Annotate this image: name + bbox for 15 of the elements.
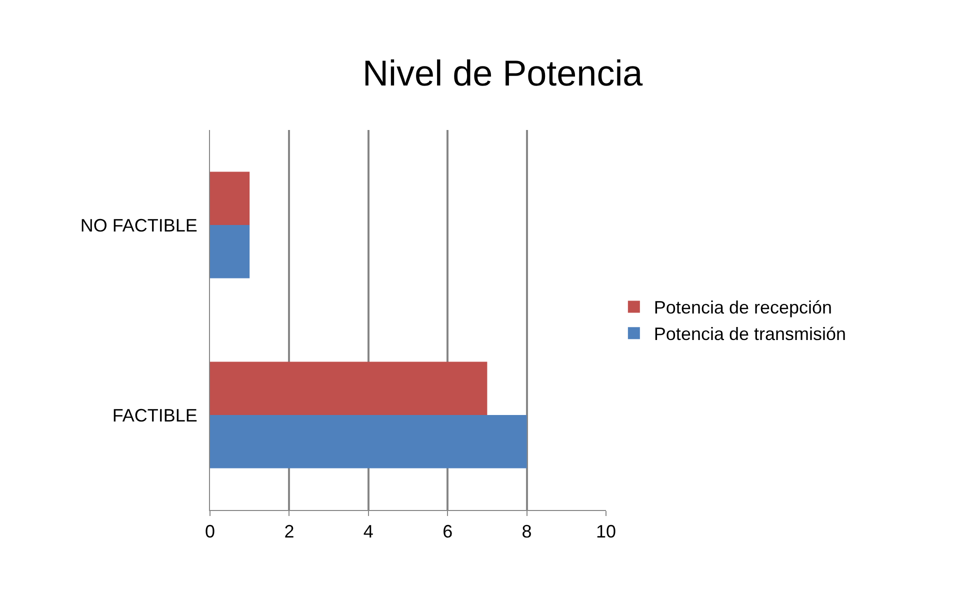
bar xyxy=(210,362,488,415)
x-tick-label: 2 xyxy=(284,522,294,542)
x-tick-label: 8 xyxy=(522,522,532,542)
x-tick-label: 10 xyxy=(596,522,616,542)
x-tick-label: 0 xyxy=(204,522,216,542)
y-tick-label: NO FACTIBLE xyxy=(80,215,198,236)
bar xyxy=(210,225,250,278)
y-tick-label: FACTIBLE xyxy=(112,405,198,426)
legend-label: Potencia de transmisión xyxy=(654,324,846,344)
x-tick-label: 6 xyxy=(442,522,453,542)
bar xyxy=(210,415,527,468)
bar xyxy=(210,172,250,225)
x-tick-label: 4 xyxy=(363,522,374,542)
legend-label: Potencia de recepción xyxy=(654,298,832,318)
chart-title: Nivel de Potencia xyxy=(362,52,644,94)
